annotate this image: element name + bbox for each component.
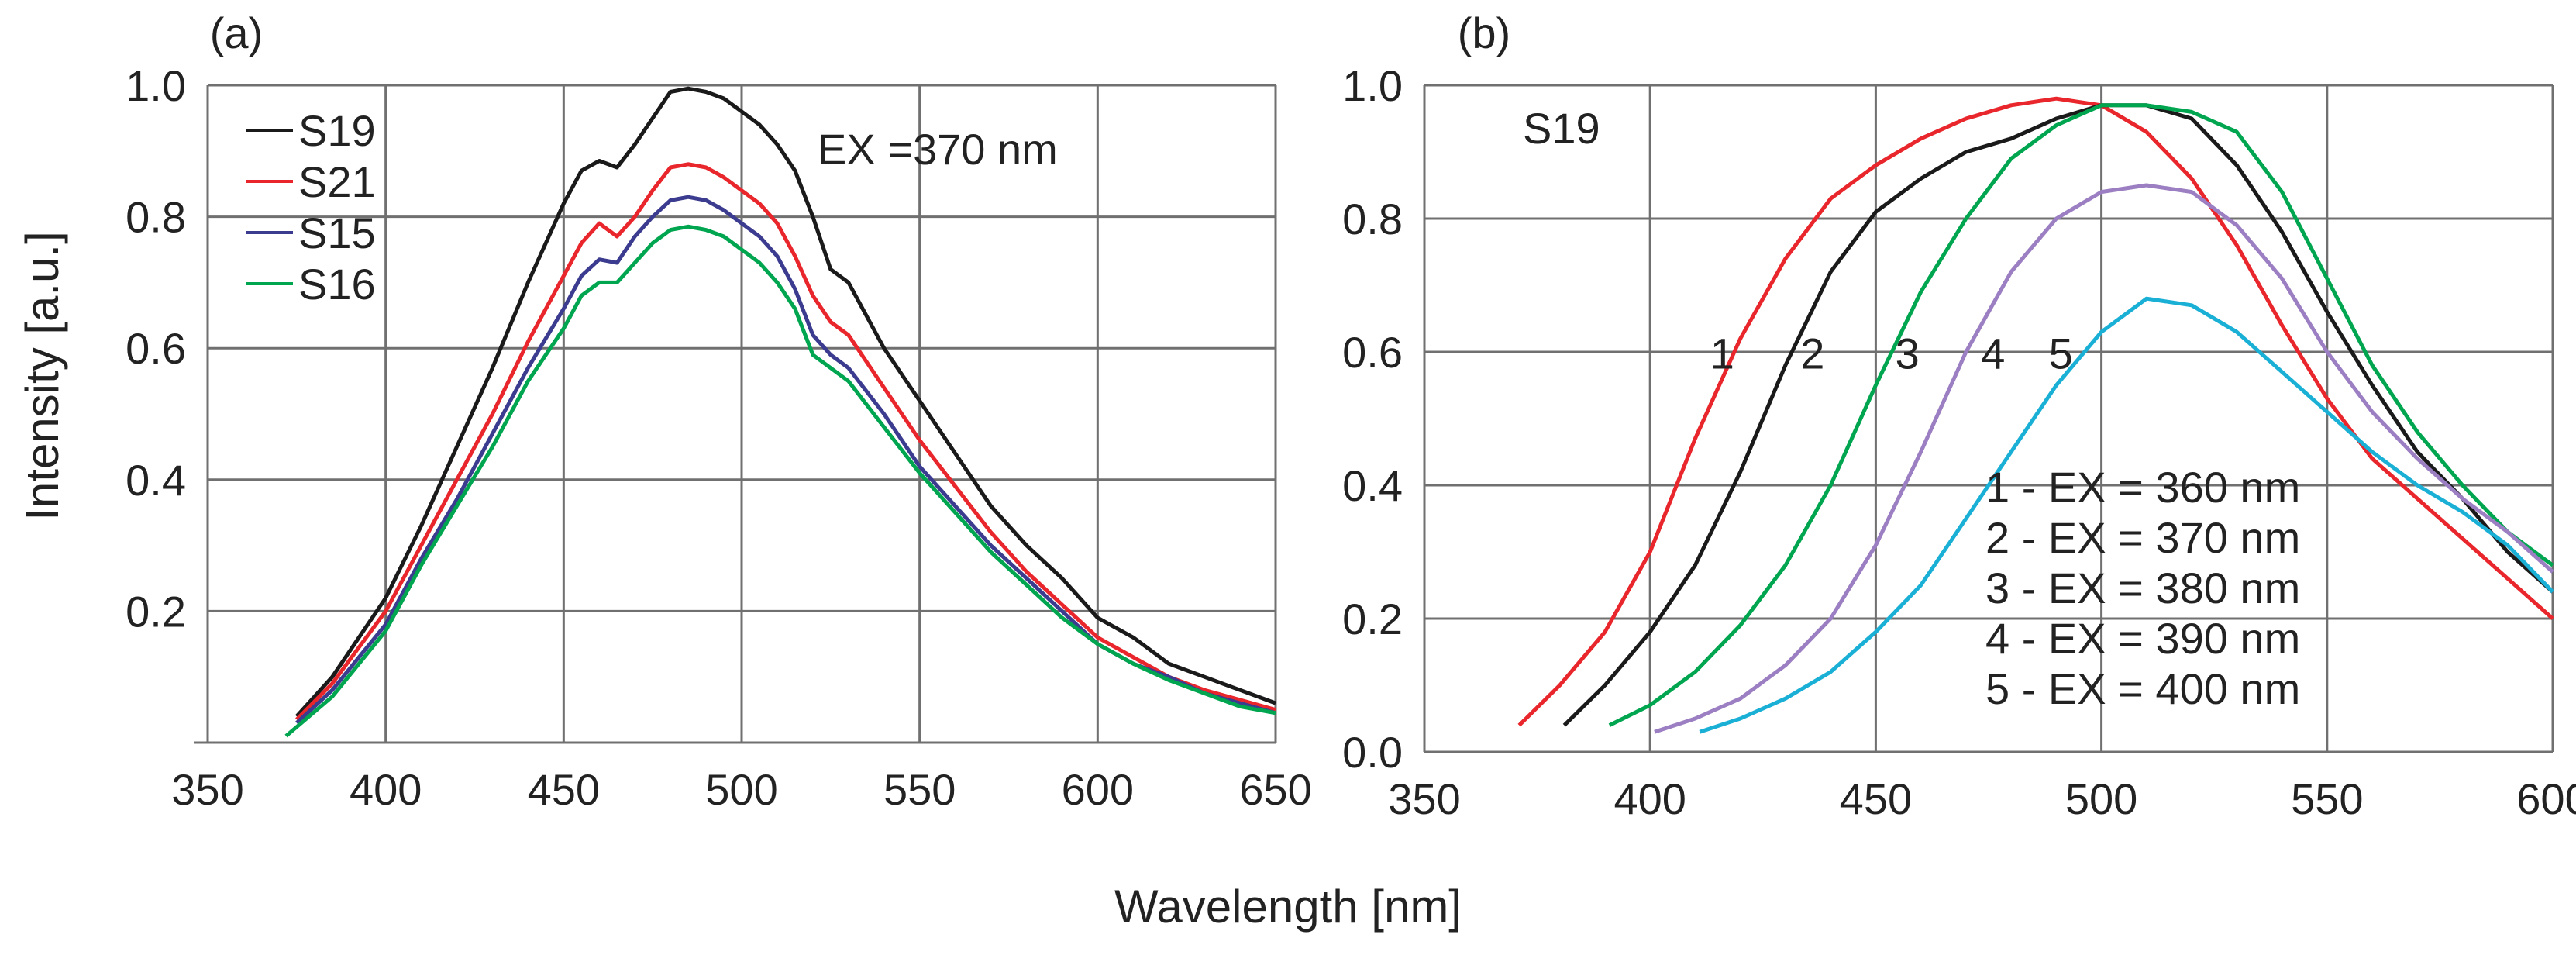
x-tick-label-550: 550 xyxy=(883,765,956,814)
legend-label-ex380: 3 - EX = 380 nm xyxy=(1985,564,2300,612)
legend-label-ex400: 5 - EX = 400 nm xyxy=(1985,664,2300,713)
x-axis-label: Wavelength [nm] xyxy=(1114,881,1462,933)
panel-a-annotation: EX =370 nm xyxy=(818,125,1058,174)
x-tick-label-450: 450 xyxy=(1840,774,1912,823)
series-line-3-ex-380-nm xyxy=(1608,103,2554,727)
panel-b-legend: 1 - EX = 360 nm 2 - EX = 370 nm 3 - EX =… xyxy=(1985,463,2300,713)
y-tick-label-0-2: 0.2 xyxy=(126,587,186,636)
x-tick-label-350: 350 xyxy=(1388,774,1460,823)
x-tick-label-350: 350 xyxy=(171,765,243,814)
series-line-s21 xyxy=(295,162,1276,722)
series-line-s19 xyxy=(294,86,1276,718)
panel-b-label: (b) xyxy=(1458,9,1510,57)
x-tick-label-400: 400 xyxy=(350,765,422,814)
x-tick-label-500: 500 xyxy=(2065,774,2137,823)
legend-label-ex360: 1 - EX = 360 nm xyxy=(1985,463,2300,512)
series-line-s15 xyxy=(295,195,1276,725)
panel-a: (a) 350 400 450 500 550 600 650 0.2 0.4 0.6 0.8 1.0… xyxy=(126,9,1312,814)
series-line-s16 xyxy=(284,224,1276,738)
legend-label-s15: S15 xyxy=(298,209,376,257)
panel-b-tick-labels: 350 400 450 500 550 600 0.0 0.2 0.4 0.6 0.8 1.0 xyxy=(1342,61,2576,823)
panel-a-series xyxy=(284,86,1276,738)
panel-a-legend: S19 S21 S15 S16 xyxy=(246,106,376,309)
x-tick-label-600: 600 xyxy=(1062,765,1134,814)
legend-label-s19: S19 xyxy=(298,106,376,155)
panel-b: (b) 350 400 450 500 550 600 0.0 0.2 0.4 0.6 0.8 1.0… xyxy=(1342,9,2576,823)
panel-a-grid xyxy=(194,84,1277,744)
series-line-4-ex-390-nm xyxy=(1654,183,2554,734)
series-line-2-ex-370-nm xyxy=(1562,103,2554,727)
panel-a-tick-labels: 350 400 450 500 550 600 650 0.2 0.4 0.6 0.8 1.0 xyxy=(126,61,1312,814)
x-tick-label-650: 650 xyxy=(1239,765,1311,814)
legend-label-ex390: 4 - EX = 390 nm xyxy=(1985,614,2300,663)
y-tick-label-0-4: 0.4 xyxy=(126,456,186,505)
x-tick-label-500: 500 xyxy=(705,765,777,814)
legend-label-s21: S21 xyxy=(298,157,376,206)
y-tick-label-0-8: 0.8 xyxy=(126,193,186,242)
y-tick-label-0-6: 0.6 xyxy=(1342,328,1403,377)
panel-b-series xyxy=(1517,96,2554,734)
y-tick-label-1-0: 1.0 xyxy=(126,61,186,110)
y-tick-label-1-0: 1.0 xyxy=(1342,61,1403,110)
x-tick-label-400: 400 xyxy=(1613,774,1686,823)
y-tick-label-0-0: 0.0 xyxy=(1342,728,1403,777)
y-tick-label-0-8: 0.8 xyxy=(1342,195,1403,243)
curve-label-2: 2 xyxy=(1800,329,1824,378)
legend-label-s16: S16 xyxy=(298,260,376,309)
x-tick-label-600: 600 xyxy=(2516,774,2576,823)
y-axis-label: Intensity [a.u.] xyxy=(16,231,68,521)
x-tick-label-550: 550 xyxy=(2291,774,2363,823)
panel-b-annotation: S19 xyxy=(1523,104,1600,153)
y-tick-label-0-6: 0.6 xyxy=(126,324,186,373)
series-line-1-ex-360-nm xyxy=(1517,96,2554,727)
series-line-5-ex-400-nm xyxy=(1699,296,2554,734)
y-tick-label-0-2: 0.2 xyxy=(1342,595,1403,643)
curve-label-3: 3 xyxy=(1896,329,1920,378)
curve-label-5: 5 xyxy=(2049,329,2073,378)
legend-label-ex370: 2 - EX = 370 nm xyxy=(1985,513,2300,562)
panel-a-label: (a) xyxy=(210,9,263,57)
y-tick-label-0-4: 0.4 xyxy=(1342,461,1403,510)
curve-label-1: 1 xyxy=(1710,329,1734,378)
curve-label-4: 4 xyxy=(1981,329,2005,378)
x-tick-label-450: 450 xyxy=(528,765,600,814)
